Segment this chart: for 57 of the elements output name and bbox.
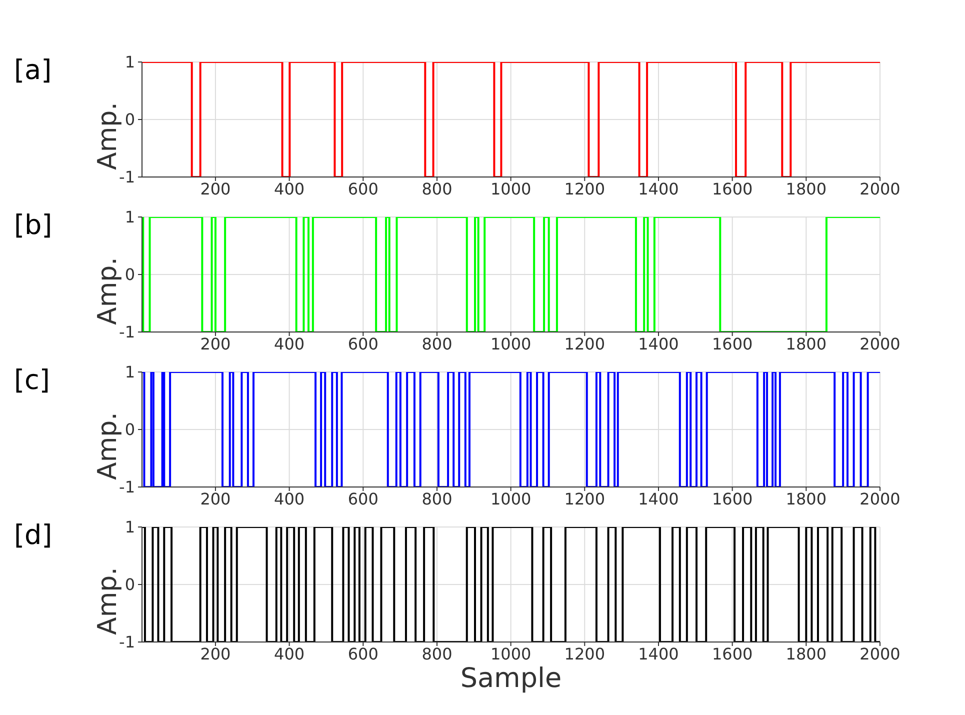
x-tick-label: 200 xyxy=(200,334,231,354)
x-tick-label: 1600 xyxy=(712,334,753,354)
x-tick-label: 1200 xyxy=(564,644,606,664)
y-tick-label: 0 xyxy=(124,110,135,130)
x-tick-label: 600 xyxy=(348,489,378,508)
x-tick-label: 400 xyxy=(274,179,305,198)
x-tick-label: 400 xyxy=(274,334,305,354)
x-tick-label: 1200 xyxy=(564,489,606,508)
x-tick-label: 400 xyxy=(274,644,305,664)
x-tick-label: 1600 xyxy=(712,179,753,198)
x-tick-label: 800 xyxy=(422,489,452,508)
x-tick-label: 1000 xyxy=(490,489,532,508)
x-tick-label: 1800 xyxy=(786,489,827,508)
x-tick-label: 800 xyxy=(422,644,452,664)
x-tick-label: 800 xyxy=(422,179,452,198)
x-axis-title: Sample xyxy=(459,663,563,694)
x-tick-label: 600 xyxy=(348,334,378,354)
x-tick-label: 1400 xyxy=(638,644,679,664)
x-tick-label: 2000 xyxy=(860,489,900,508)
x-tick-label: 1200 xyxy=(564,179,606,198)
y-tick-label: 0 xyxy=(124,420,135,440)
x-tick-label: 200 xyxy=(200,179,231,198)
x-tick-label: 2000 xyxy=(860,179,900,198)
y-tick-label: -1 xyxy=(119,632,135,652)
x-tick-label: 1800 xyxy=(786,179,827,198)
x-tick-label: 1400 xyxy=(638,179,679,198)
x-tick-label: 1600 xyxy=(712,489,753,508)
x-tick-label: 2000 xyxy=(860,334,900,354)
x-tick-label: 1200 xyxy=(564,334,606,354)
chart-title: [a] xyxy=(14,55,52,86)
y-tick-label: -1 xyxy=(119,322,135,342)
y-tick-label: -1 xyxy=(119,168,135,187)
x-tick-label: 2000 xyxy=(860,644,900,664)
y-tick-label: 0 xyxy=(124,265,135,284)
x-tick-label: 1000 xyxy=(490,644,532,664)
chart-title: [c] xyxy=(14,365,50,396)
x-tick-label: 1800 xyxy=(786,644,827,664)
y-tick-label: -1 xyxy=(119,478,135,497)
y-tick-label: 1 xyxy=(124,518,135,537)
y-tick-label: 0 xyxy=(124,575,135,594)
x-tick-label: 1600 xyxy=(712,644,753,664)
y-tick-label: 1 xyxy=(124,362,135,382)
x-tick-label: 800 xyxy=(422,334,452,354)
x-tick-label: 600 xyxy=(348,644,378,664)
x-tick-label: 1400 xyxy=(638,334,679,354)
chart-title: [b] xyxy=(14,210,52,241)
x-tick-label: 1000 xyxy=(490,334,532,354)
x-tick-label: 1000 xyxy=(490,179,532,198)
x-tick-label: 600 xyxy=(348,179,378,198)
x-tick-label: 1400 xyxy=(638,489,679,508)
y-tick-label: 1 xyxy=(124,208,135,227)
x-tick-label: 200 xyxy=(200,489,231,508)
x-tick-label: 400 xyxy=(274,489,305,508)
x-tick-label: 200 xyxy=(200,644,231,664)
y-tick-label: 1 xyxy=(124,52,135,72)
chart-title: [d] xyxy=(14,520,52,551)
x-tick-label: 1800 xyxy=(786,334,827,354)
